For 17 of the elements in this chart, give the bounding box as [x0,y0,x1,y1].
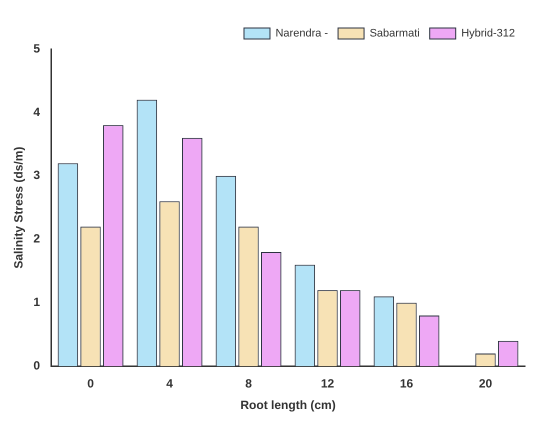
y-tick-label: 3 [33,168,40,182]
y-axis-title: Salinity Stress (ds/m) [12,146,26,269]
x-tick-label: 16 [400,376,414,391]
x-tick-label: 8 [245,376,252,391]
x-tick-label: 4 [166,376,174,391]
x-tick-label: 0 [87,376,94,391]
x-tick-label: 20 [478,376,492,391]
y-tick-label: 0 [33,358,40,373]
legend-label: Sabarmati [370,28,420,40]
y-tick-label: 5 [33,41,40,56]
legend-label: Narendra - [275,28,328,40]
y-tick-label: 1 [33,295,40,310]
y-tick-label: 4 [33,104,40,119]
x-tick-label: 12 [320,376,335,391]
legend-label: Hybrid-312 [461,28,516,40]
y-tick-label: 2 [33,232,40,246]
x-axis-title: Root length (cm) [240,398,336,412]
